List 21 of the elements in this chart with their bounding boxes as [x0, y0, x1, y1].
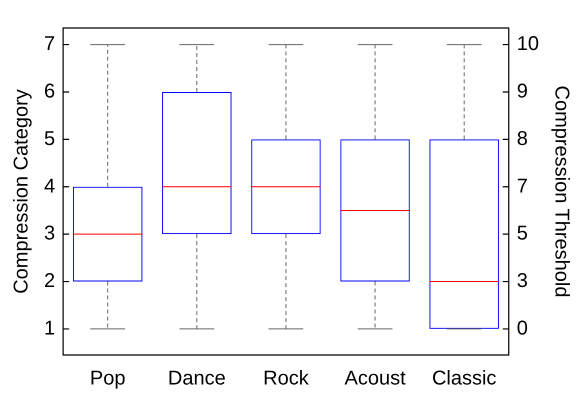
x-tick-label: Classic: [432, 368, 496, 390]
category-label: 7: [516, 175, 528, 198]
category-label: 10: [516, 33, 540, 56]
y-tick-label: 3: [44, 222, 56, 245]
category-label: 9: [516, 80, 528, 102]
category-label: 0: [516, 317, 528, 340]
category-label: 8: [516, 128, 528, 150]
y-tick-label: 2: [44, 270, 56, 292]
y-tick-label: 7: [44, 33, 56, 56]
x-tick-label: Dance: [168, 368, 226, 390]
y2-axis-title: Compression Threshold: [550, 86, 572, 298]
x-tick-label: Acoust: [344, 368, 406, 390]
x-tick-label: Rock: [263, 368, 310, 390]
y-axis-title: Compression Category: [10, 89, 33, 294]
y-tick-label: 1: [44, 317, 56, 340]
category-label: 3: [516, 270, 528, 292]
category-label: 5: [516, 222, 528, 245]
y-tick-label: 4: [44, 175, 56, 198]
y-tick-label: 6: [44, 80, 56, 102]
x-tick-label: Pop: [90, 368, 126, 390]
y-tick-label: 5: [44, 128, 56, 150]
